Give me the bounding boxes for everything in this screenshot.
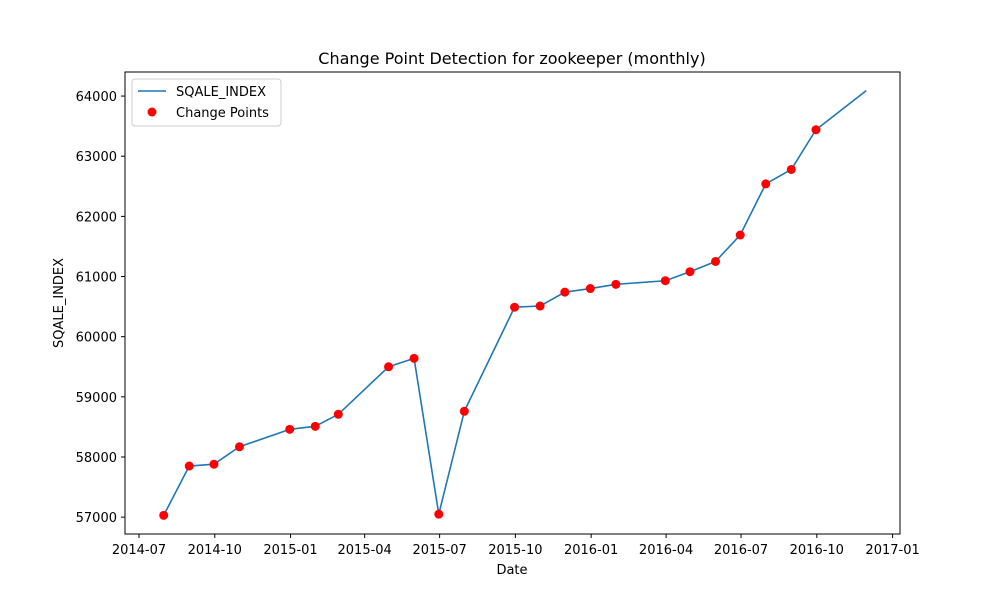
change-point-marker <box>535 301 545 311</box>
change-point-marker <box>560 287 570 297</box>
x-tick-label: 2016-10 <box>790 543 844 558</box>
change-point-marker <box>184 461 194 471</box>
y-tick-label: 64000 <box>76 90 117 105</box>
change-point-marker <box>459 406 469 416</box>
chart-title: Change Point Detection for zookeeper (mo… <box>318 49 705 68</box>
change-point-marker <box>409 353 419 363</box>
x-axis: 2014-07 2014-10 2015-01 2015-04 2015-07 2015-… <box>112 534 920 558</box>
y-tick-label: 61000 <box>76 271 117 286</box>
y-tick-label: 60000 <box>76 331 117 346</box>
x-axis-label: Date <box>496 563 527 578</box>
x-tick-label: 2015-07 <box>412 543 466 558</box>
change-point-marker <box>159 510 169 520</box>
change-point-marker <box>384 362 394 372</box>
y-axis-label: SQALE_INDEX <box>52 258 67 348</box>
change-point-marker <box>310 421 320 431</box>
change-point-marker <box>711 256 721 266</box>
x-tick-label: 2014-10 <box>188 543 242 558</box>
series-line-sqale-index <box>162 90 867 516</box>
change-point-marker <box>811 125 821 135</box>
y-tick-label: 62000 <box>76 210 117 225</box>
change-point-marker <box>685 267 695 277</box>
x-tick-label: 2016-04 <box>639 543 693 558</box>
change-point-marker <box>585 284 595 294</box>
legend-box <box>131 78 282 127</box>
y-tick-label: 58000 <box>76 451 117 466</box>
legend-entry-sqale-index: SQALE_INDEX <box>176 85 266 100</box>
change-point-marker <box>209 459 219 469</box>
change-point-marker <box>786 164 796 174</box>
y-axis: 57000 58000 59000 60000 61000 62000 63000 64000 <box>76 90 125 526</box>
y-tick-label: 63000 <box>76 150 117 165</box>
x-tick-label: 2016-07 <box>714 543 768 558</box>
change-point-marker <box>761 179 771 189</box>
x-tick-label: 2015-10 <box>488 543 542 558</box>
x-tick-label: 2017-01 <box>865 543 919 558</box>
change-point-marker <box>660 276 670 286</box>
series-layer <box>159 90 867 520</box>
change-point-marker <box>234 442 244 452</box>
legend-entry-change-points: Change Points <box>176 106 269 121</box>
legend-marker-swatch <box>147 107 157 117</box>
x-tick-label: 2015-01 <box>263 543 317 558</box>
change-point-marker <box>285 424 295 434</box>
change-point-marker <box>611 279 621 289</box>
change-point-marker <box>434 509 444 519</box>
change-point-marker <box>510 302 520 312</box>
legend: SQALE_INDEX Change Points <box>131 78 282 127</box>
y-tick-label: 57000 <box>76 511 117 526</box>
x-tick-label: 2016-01 <box>564 543 618 558</box>
change-point-marker <box>333 409 343 419</box>
axes-frame <box>124 71 901 535</box>
x-tick-label: 2014-07 <box>112 543 166 558</box>
x-tick-label: 2015-04 <box>338 543 392 558</box>
y-tick-label: 59000 <box>76 391 117 406</box>
change-point-marker <box>735 230 745 240</box>
